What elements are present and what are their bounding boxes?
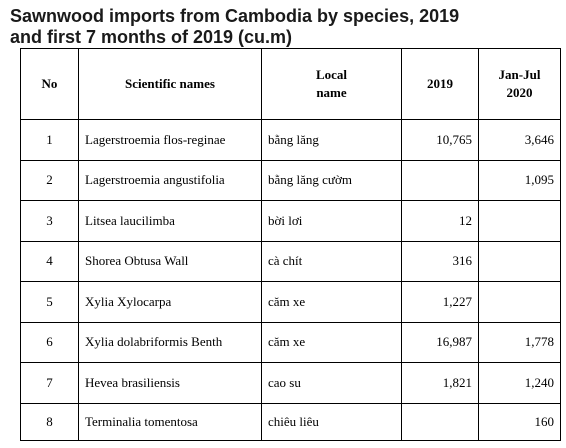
cell-no: 5 <box>20 281 79 323</box>
cell-jan-jul-2020 <box>478 281 561 323</box>
header-2019: 2019 <box>401 48 479 120</box>
cell-scientific-name: Xylia dolabriformis Benth <box>78 321 262 363</box>
cell-scientific-name: Shorea Obtusa Wall <box>78 240 262 282</box>
cell-jan-jul-2020 <box>478 200 561 242</box>
table-row: 6 Xylia dolabriformis Benth căm xe 16,98… <box>20 321 561 363</box>
cell-2019: 316 <box>401 240 479 282</box>
cell-no: 8 <box>20 402 79 441</box>
cell-local-name: chiêu liêu <box>261 402 402 441</box>
header-local-name-line-2: name <box>316 85 347 100</box>
table-title: Sawnwood imports from Cambodia by specie… <box>10 6 459 48</box>
cell-local-name: bời lơi <box>261 200 402 242</box>
cell-2019: 16,987 <box>401 321 479 363</box>
cell-no: 7 <box>20 362 79 404</box>
table-title-line-1: Sawnwood imports from Cambodia by specie… <box>10 6 460 26</box>
cell-no: 4 <box>20 240 79 282</box>
cell-no: 6 <box>20 321 79 363</box>
table-row: 2 Lagerstroemia angustifolia bằng lăng c… <box>20 159 561 201</box>
cell-scientific-name: Lagerstroemia angustifolia <box>78 159 262 201</box>
header-no: No <box>20 48 79 120</box>
cell-scientific-name: Xylia Xylocarpa <box>78 281 262 323</box>
cell-2019: 10,765 <box>401 119 479 161</box>
cell-jan-jul-2020: 1,095 <box>478 159 561 201</box>
cell-local-name: bằng lăng <box>261 119 402 161</box>
table-row: 7 Hevea brasiliensis cao su 1,821 1,240 <box>20 362 561 404</box>
cell-scientific-name: Terminalia tomentosa <box>78 402 262 441</box>
table-row: 3 Litsea laucilimba bời lơi 12 <box>20 200 561 242</box>
cell-scientific-name: Litsea laucilimba <box>78 200 262 242</box>
cell-2019: 12 <box>401 200 479 242</box>
table-row: 4 Shorea Obtusa Wall cà chít 316 <box>20 240 561 282</box>
header-scientific-names: Scientific names <box>78 48 262 120</box>
header-jan-jul-line-1: Jan-Jul <box>498 67 541 82</box>
header-jan-jul-line-2: 2020 <box>506 85 533 100</box>
cell-no: 1 <box>20 119 79 161</box>
cell-no: 3 <box>20 200 79 242</box>
cell-local-name: bằng lăng cườm <box>261 159 402 201</box>
cell-2019 <box>401 402 479 441</box>
cell-2019: 1,227 <box>401 281 479 323</box>
header-local-name-line-1: Local <box>315 67 348 82</box>
cell-local-name: cao su <box>261 362 402 404</box>
header-row: No Scientific names Local name 2019 Jan-… <box>20 48 561 120</box>
cell-jan-jul-2020 <box>478 240 561 282</box>
cell-scientific-name: Lagerstroemia flos-reginae <box>78 119 262 161</box>
cell-2019 <box>401 159 479 201</box>
cell-jan-jul-2020: 1,778 <box>478 321 561 363</box>
cell-jan-jul-2020: 160 <box>478 402 561 441</box>
table-row: 1 Lagerstroemia flos-reginae bằng lăng 1… <box>20 119 561 161</box>
cell-jan-jul-2020: 1,240 <box>478 362 561 404</box>
cell-no: 2 <box>20 159 79 201</box>
cell-jan-jul-2020: 3,646 <box>478 119 561 161</box>
cell-scientific-name: Hevea brasiliensis <box>78 362 262 404</box>
header-jan-jul-2020: Jan-Jul 2020 <box>478 48 561 120</box>
table-title-line-2: and first 7 months of 2019 (cu.m) <box>10 27 293 47</box>
header-local-name: Local name <box>261 48 402 120</box>
sawnwood-imports-table: No Scientific names Local name 2019 Jan-… <box>20 48 561 441</box>
cell-local-name: căm xe <box>261 321 402 363</box>
cell-local-name: căm xe <box>261 281 402 323</box>
cell-local-name: cà chít <box>261 240 402 282</box>
table-row: 8 Terminalia tomentosa chiêu liêu 160 <box>20 402 561 441</box>
cell-2019: 1,821 <box>401 362 479 404</box>
table-row: 5 Xylia Xylocarpa căm xe 1,227 <box>20 281 561 323</box>
